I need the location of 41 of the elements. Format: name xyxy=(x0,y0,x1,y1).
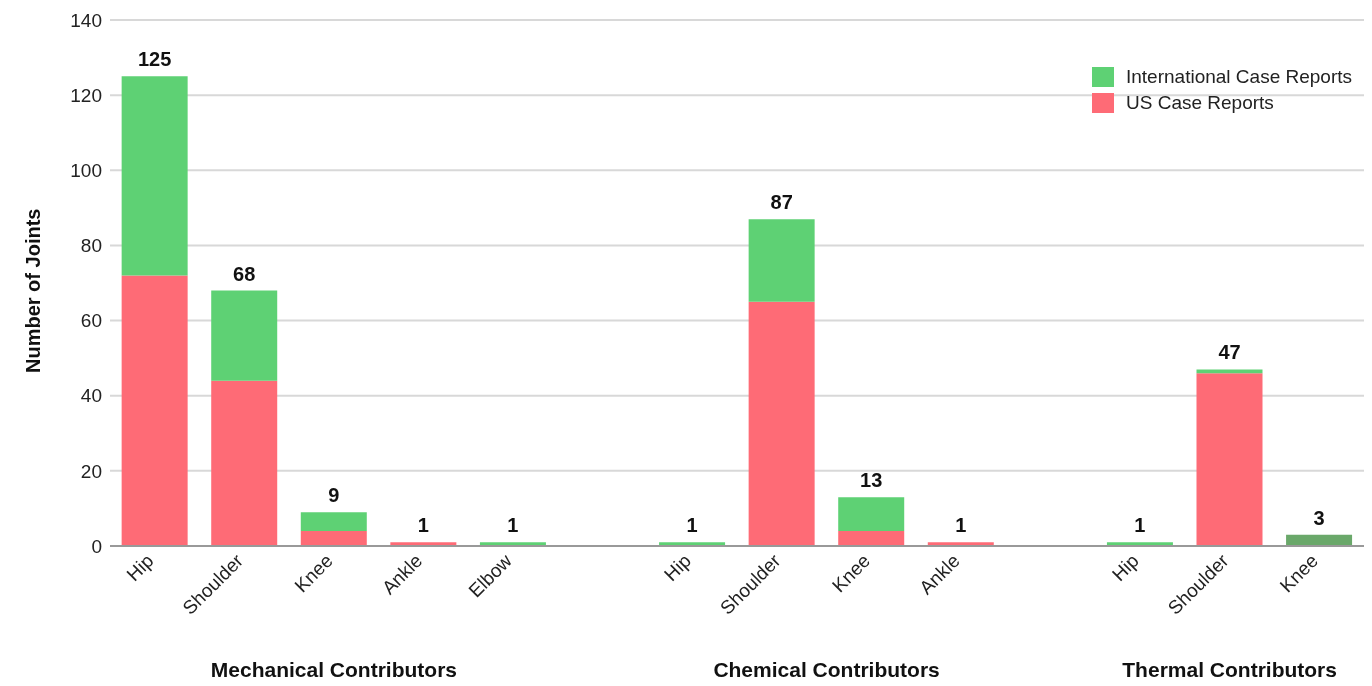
total-label: 9 xyxy=(328,484,340,507)
text: Chemical Contributors xyxy=(712,658,941,682)
bar xyxy=(300,512,367,531)
bar xyxy=(1196,373,1263,546)
bar xyxy=(121,76,188,276)
y-tick-label: 20 xyxy=(80,460,102,482)
bar xyxy=(838,497,905,531)
text: Thermal Contributors xyxy=(1121,658,1338,682)
total-label: 1 xyxy=(417,514,429,537)
y-tick-label: 40 xyxy=(80,385,102,407)
x-tick-label: Hip xyxy=(1107,549,1143,585)
total-label: 3 xyxy=(1313,506,1325,529)
x-tick-label: Hip xyxy=(122,549,158,585)
bar xyxy=(211,290,278,381)
total-label: 13 xyxy=(860,469,883,492)
bar xyxy=(211,380,278,546)
y-tick-label: 0 xyxy=(91,535,102,557)
y-tick-label: 80 xyxy=(80,235,102,257)
y-tick-label: 60 xyxy=(80,310,102,332)
total-label: 1 xyxy=(955,514,967,537)
text: Mechanical Contributors xyxy=(209,658,458,682)
legend-label: US Case Reports xyxy=(1125,92,1274,114)
bar xyxy=(1196,369,1263,374)
y-tick-label: 120 xyxy=(70,84,102,106)
total-label: 68 xyxy=(233,262,256,285)
total-label: 1 xyxy=(507,514,519,537)
x-tick-label: Hip xyxy=(660,549,696,585)
bar xyxy=(748,301,815,546)
bar xyxy=(121,275,188,546)
y-axis-title: Number of Joints xyxy=(22,208,45,373)
y-tick-label: 100 xyxy=(70,160,102,182)
bar xyxy=(748,219,815,302)
total-label: 1 xyxy=(686,514,698,537)
bar xyxy=(300,530,367,546)
total-label: 47 xyxy=(1218,341,1241,364)
total-label: 1 xyxy=(1134,514,1146,537)
total-label: 125 xyxy=(137,48,172,71)
bar xyxy=(838,530,905,546)
y-tick-label: 140 xyxy=(70,9,102,31)
total-label: 87 xyxy=(770,191,793,214)
legend-label: International Case Reports xyxy=(1125,66,1352,88)
